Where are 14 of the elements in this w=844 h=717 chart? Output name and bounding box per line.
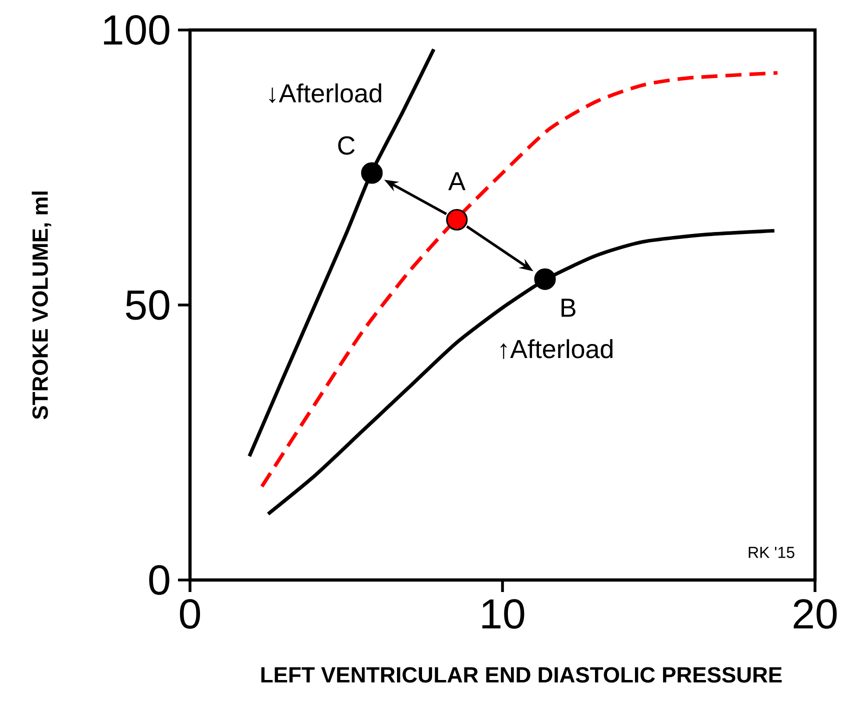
- y-tick-label: 100: [104, 15, 170, 45]
- y-tick-label: 50: [126, 290, 170, 320]
- annotation: C: [338, 136, 355, 155]
- annotation: A: [448, 172, 466, 190]
- x-tick-label: 10: [482, 599, 524, 629]
- y-axis-title: STROKE VOLUME, ml: [32, 192, 52, 420]
- x-axis-title: LEFT VENTRICULAR END DIASTOLIC PRESSURE: [261, 667, 782, 683]
- y-tick-label: 0: [149, 565, 170, 595]
- annotation: ↑Afterload: [500, 339, 612, 359]
- x-tick-label: 0: [180, 599, 200, 629]
- annotation: RK '15: [748, 546, 794, 558]
- annotation: ↓Afterload: [269, 83, 382, 104]
- x-tick-label: 20: [794, 599, 837, 629]
- annotation: B: [562, 298, 576, 317]
